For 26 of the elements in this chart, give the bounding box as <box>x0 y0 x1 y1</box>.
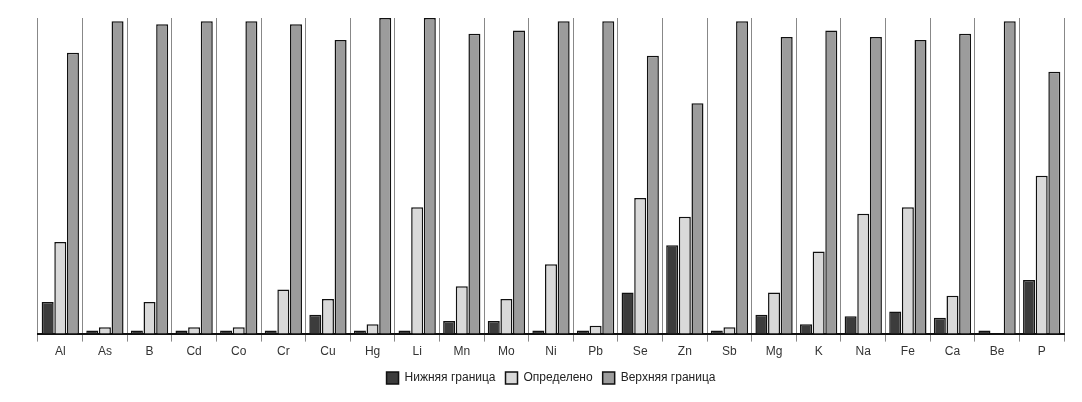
x-tick-label: P <box>1037 344 1046 359</box>
x-tick-label: B <box>145 344 154 359</box>
x-tick-label: K <box>814 344 823 359</box>
legend-label: Верхняя граница <box>620 370 716 385</box>
legend-label: Нижняя граница <box>404 370 496 385</box>
x-tick-label: Mg <box>765 344 783 359</box>
x-tick-label: Ni <box>545 344 557 359</box>
x-tick-label: Zn <box>677 344 692 359</box>
x-tick-label: Cu <box>320 344 336 359</box>
x-tick-label: Mo <box>498 344 516 359</box>
x-tick-label: Pb <box>588 344 604 359</box>
x-tick-label: Cr <box>277 344 290 359</box>
x-tick-label: Fe <box>900 344 916 359</box>
x-tick-label: Na <box>855 344 872 359</box>
x-tick-label: Mn <box>453 344 471 359</box>
x-tick-label: Ca <box>944 344 961 359</box>
legend-label: Определено <box>523 370 593 385</box>
x-tick-label: Hg <box>364 344 381 359</box>
x-tick-label: Cd <box>186 344 202 359</box>
x-tick-label: Al <box>54 344 66 359</box>
x-tick-label: Be <box>989 344 1005 359</box>
x-tick-label: Co <box>231 344 247 359</box>
x-tick-label: As <box>97 344 112 359</box>
x-tick-label: Sb <box>722 344 738 359</box>
x-tick-label: Li <box>412 344 422 359</box>
x-tick-label: Se <box>632 344 648 359</box>
